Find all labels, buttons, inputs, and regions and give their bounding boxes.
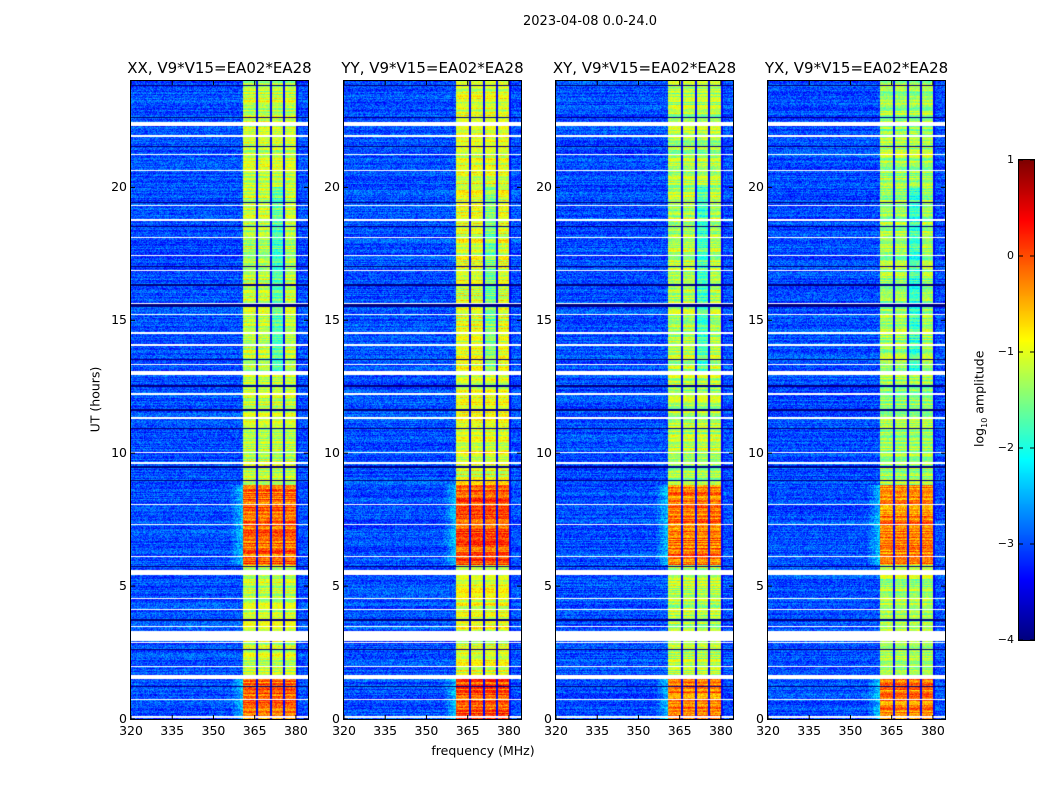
y-tick-label: 20 xyxy=(748,179,764,195)
y-tick-label: 15 xyxy=(111,312,127,328)
colorbar-tick-label: 0 xyxy=(1007,249,1014,262)
y-tick-label: 5 xyxy=(119,578,127,594)
x-tick-label: 320 xyxy=(544,723,568,738)
x-tick-label: 365 xyxy=(455,723,480,738)
y-tick-label: 0 xyxy=(119,711,127,726)
x-tick-label: 320 xyxy=(756,723,780,738)
y-axis-label: UT (hours) xyxy=(87,366,103,433)
heatmap-image xyxy=(131,81,308,719)
figure-title: 2023-04-08 0.0-24.0 xyxy=(523,14,657,29)
x-tick-label: 365 xyxy=(879,723,904,738)
colorbar-tick-label: −4 xyxy=(997,633,1014,646)
panel-title: XX, V9*V15=EA02*EA28 xyxy=(127,59,312,77)
y-tick-label: 20 xyxy=(324,179,340,195)
x-tick-label: 350 xyxy=(838,723,863,738)
x-tick-label: 335 xyxy=(373,723,398,738)
x-axis-label: frequency (MHz) xyxy=(431,743,535,758)
x-tick-label: 320 xyxy=(332,723,356,738)
panel-title: YX, V9*V15=EA02*EA28 xyxy=(764,59,949,77)
panel-title: YY, V9*V15=EA02*EA28 xyxy=(341,59,524,77)
colorbar-tick-label: −1 xyxy=(997,345,1014,358)
panel-title: XY, V9*V15=EA02*EA28 xyxy=(552,59,737,77)
heatmap-image xyxy=(344,81,521,719)
x-tick-label: 335 xyxy=(585,723,610,738)
x-tick-label: 380 xyxy=(708,723,733,738)
y-tick-label: 20 xyxy=(536,179,552,195)
y-tick-label: 15 xyxy=(324,312,340,328)
y-tick-label: 5 xyxy=(332,578,340,594)
y-tick-label: 20 xyxy=(111,179,127,195)
y-tick-label: 0 xyxy=(756,711,764,726)
colorbar-tick-label: 1 xyxy=(1007,153,1014,166)
waterfall-panel-0 xyxy=(130,80,309,720)
y-tick-label: 5 xyxy=(756,578,764,594)
x-tick-label: 365 xyxy=(242,723,267,738)
heatmap-image xyxy=(556,81,733,719)
heatmap-image xyxy=(768,81,945,719)
waterfall-panel-1 xyxy=(343,80,522,720)
colorbar-tick-label: −2 xyxy=(997,441,1014,454)
x-tick-label: 350 xyxy=(201,723,226,738)
y-tick-label: 0 xyxy=(332,711,340,726)
colorbar-tick-label: −3 xyxy=(997,537,1014,550)
waterfall-panel-2 xyxy=(555,80,734,720)
y-tick-label: 15 xyxy=(536,312,552,328)
x-tick-label: 380 xyxy=(283,723,308,738)
x-tick-label: 335 xyxy=(797,723,822,738)
waterfall-panel-3 xyxy=(767,80,946,720)
y-tick-label: 10 xyxy=(111,445,127,461)
x-tick-label: 365 xyxy=(667,723,692,738)
y-tick-label: 10 xyxy=(748,445,764,461)
x-tick-label: 380 xyxy=(496,723,521,738)
y-tick-label: 5 xyxy=(544,578,552,594)
x-tick-label: 320 xyxy=(119,723,143,738)
x-tick-label: 335 xyxy=(160,723,185,738)
y-tick-label: 0 xyxy=(544,711,552,726)
x-tick-label: 350 xyxy=(414,723,439,738)
y-tick-label: 10 xyxy=(536,445,552,461)
colorbar xyxy=(1018,159,1035,641)
y-tick-label: 10 xyxy=(324,445,340,461)
y-tick-label: 15 xyxy=(748,312,764,328)
x-tick-label: 350 xyxy=(626,723,651,738)
x-tick-label: 380 xyxy=(920,723,945,738)
